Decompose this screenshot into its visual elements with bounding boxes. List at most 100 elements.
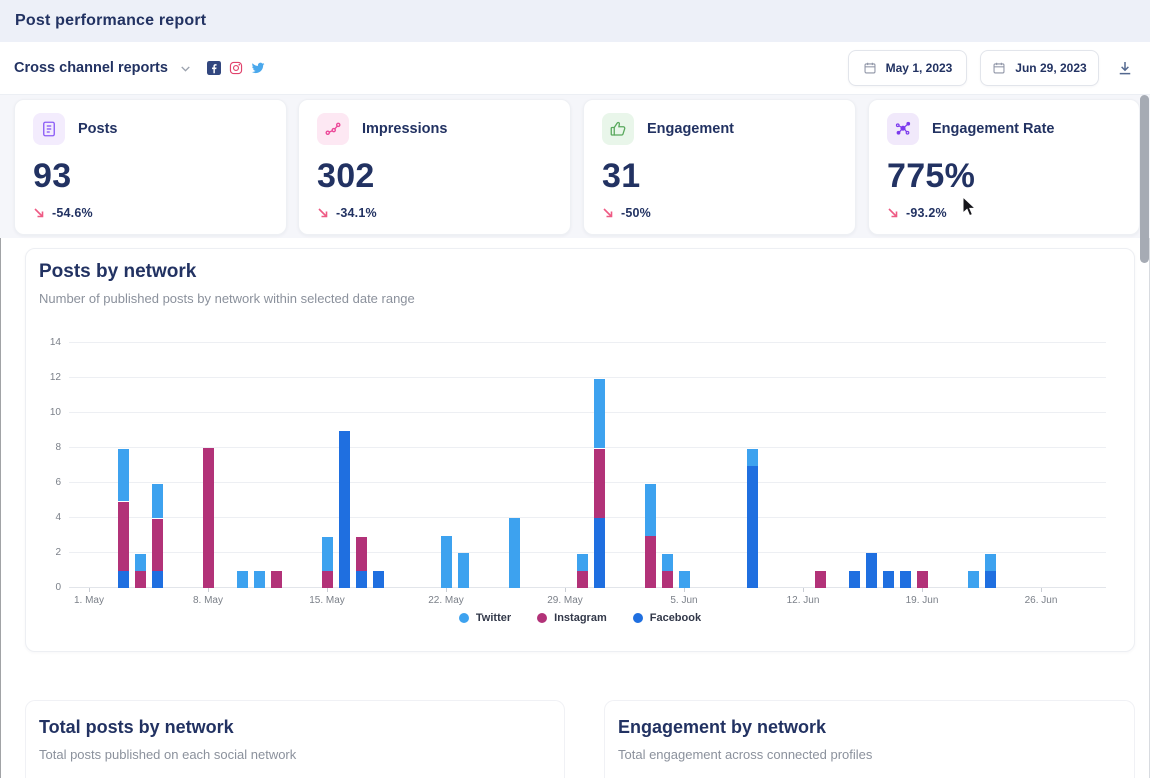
gridline: [69, 412, 1106, 413]
stacked-bar-jun-23[interactable]: [984, 553, 996, 588]
stacked-bar-may-22[interactable]: [440, 535, 452, 588]
report-type-selector[interactable]: Cross channel reports: [14, 60, 193, 76]
stacked-bar-jun-3[interactable]: [644, 483, 656, 588]
facebook-segment[interactable]: [338, 430, 350, 588]
stacked-bar-jun-13[interactable]: [814, 570, 826, 588]
download-report-button[interactable]: [1112, 55, 1138, 81]
instagram-segment[interactable]: [202, 448, 214, 588]
twitter-segment[interactable]: [457, 553, 469, 588]
stacked-bar-may-3[interactable]: [117, 448, 129, 588]
facebook-segment[interactable]: [117, 570, 129, 588]
twitter-segment[interactable]: [236, 570, 248, 588]
facebook-segment[interactable]: [746, 465, 758, 588]
legend-dot: [537, 613, 548, 623]
stacked-bar-jun-22[interactable]: [967, 570, 979, 588]
instagram-segment[interactable]: [321, 570, 333, 588]
stacked-bar-jun-15[interactable]: [848, 570, 860, 588]
y-tick-label: 6: [55, 477, 61, 488]
stacked-bar-may-8[interactable]: [202, 448, 214, 588]
stacked-bar-may-26[interactable]: [508, 518, 520, 588]
instagram-segment[interactable]: [661, 570, 673, 588]
stacked-bar-may-12[interactable]: [270, 570, 282, 588]
twitter-segment[interactable]: [661, 553, 673, 571]
twitter-icon[interactable]: [251, 61, 265, 75]
facebook-segment[interactable]: [865, 553, 877, 588]
stacked-bar-may-15[interactable]: [321, 535, 333, 588]
twitter-segment[interactable]: [967, 570, 979, 588]
facebook-segment[interactable]: [848, 570, 860, 588]
instagram-segment[interactable]: [270, 570, 282, 588]
date-to-picker[interactable]: Jun 29, 2023: [980, 50, 1099, 86]
stacked-bar-jun-16[interactable]: [865, 553, 877, 588]
facebook-segment[interactable]: [984, 570, 996, 588]
facebook-segment[interactable]: [372, 570, 384, 588]
stacked-bar-may-23[interactable]: [457, 553, 469, 588]
gridline: [69, 517, 1106, 518]
stacked-bar-may-30[interactable]: [576, 553, 588, 588]
calendar-icon: [993, 62, 1005, 74]
x-tick: [446, 588, 447, 592]
gridline: [69, 447, 1106, 448]
gridline: [69, 342, 1106, 343]
stacked-bar-may-5[interactable]: [151, 483, 163, 588]
stacked-bar-jun-5[interactable]: [678, 570, 690, 588]
twitter-segment[interactable]: [253, 570, 265, 588]
twitter-segment[interactable]: [134, 553, 146, 571]
twitter-segment[interactable]: [593, 378, 605, 448]
vertical-scrollbar-thumb[interactable]: [1140, 95, 1149, 263]
stacked-bar-may-18[interactable]: [372, 570, 384, 588]
network-icon: [887, 113, 919, 145]
stacked-bar-jun-4[interactable]: [661, 553, 673, 588]
stacked-bar-jun-9[interactable]: [746, 448, 758, 588]
twitter-segment[interactable]: [746, 448, 758, 466]
date-from-picker[interactable]: May 1, 2023: [848, 50, 967, 86]
x-tick: [922, 588, 923, 592]
facebook-icon[interactable]: [206, 61, 221, 75]
stacked-bar-jun-17[interactable]: [882, 570, 894, 588]
instagram-segment[interactable]: [593, 448, 605, 518]
instagram-segment[interactable]: [117, 500, 129, 571]
facebook-segment[interactable]: [899, 570, 911, 588]
legend-item-twitter[interactable]: Twitter: [458, 612, 511, 624]
stacked-bar-jun-19[interactable]: [916, 570, 928, 588]
facebook-segment[interactable]: [882, 570, 894, 588]
instagram-segment[interactable]: [814, 570, 826, 588]
twitter-segment[interactable]: [576, 553, 588, 571]
stacked-bar-may-16[interactable]: [338, 430, 350, 588]
legend-item-facebook[interactable]: Facebook: [632, 612, 702, 624]
instagram-segment[interactable]: [134, 570, 146, 588]
instagram-segment[interactable]: [151, 518, 163, 571]
y-tick-label: 0: [55, 582, 61, 593]
x-tick-label: 15. May: [309, 595, 345, 606]
instagram-segment[interactable]: [916, 570, 928, 588]
stacked-bar-may-17[interactable]: [355, 535, 367, 588]
facebook-segment[interactable]: [151, 570, 163, 588]
legend-item-instagram[interactable]: Instagram: [537, 612, 607, 624]
twitter-segment[interactable]: [984, 553, 996, 571]
legend-dot: [458, 613, 469, 623]
stacked-bar-may-4[interactable]: [134, 553, 146, 588]
stat-label: Posts: [78, 121, 118, 137]
twitter-segment[interactable]: [508, 518, 520, 588]
facebook-segment[interactable]: [355, 570, 367, 588]
twitter-segment[interactable]: [644, 483, 656, 536]
instagram-icon[interactable]: [229, 61, 243, 75]
twitter-segment[interactable]: [151, 483, 163, 518]
stat-label: Engagement: [647, 121, 735, 137]
facebook-segment[interactable]: [593, 518, 605, 588]
instagram-segment[interactable]: [576, 570, 588, 588]
instagram-segment[interactable]: [644, 535, 656, 588]
stacked-bar-may-31[interactable]: [593, 378, 605, 588]
twitter-segment[interactable]: [117, 448, 129, 501]
twitter-segment[interactable]: [440, 535, 452, 588]
gridline: [69, 552, 1106, 553]
instagram-segment[interactable]: [355, 535, 367, 571]
stat-delta-value: -93.2%: [906, 206, 947, 220]
stacked-bar-may-11[interactable]: [253, 570, 265, 588]
legend-label: Facebook: [649, 612, 702, 624]
twitter-segment[interactable]: [678, 570, 690, 588]
stacked-bar-may-10[interactable]: [236, 570, 248, 588]
stacked-bar-jun-18[interactable]: [899, 570, 911, 588]
x-tick: [208, 588, 209, 592]
twitter-segment[interactable]: [321, 535, 333, 571]
